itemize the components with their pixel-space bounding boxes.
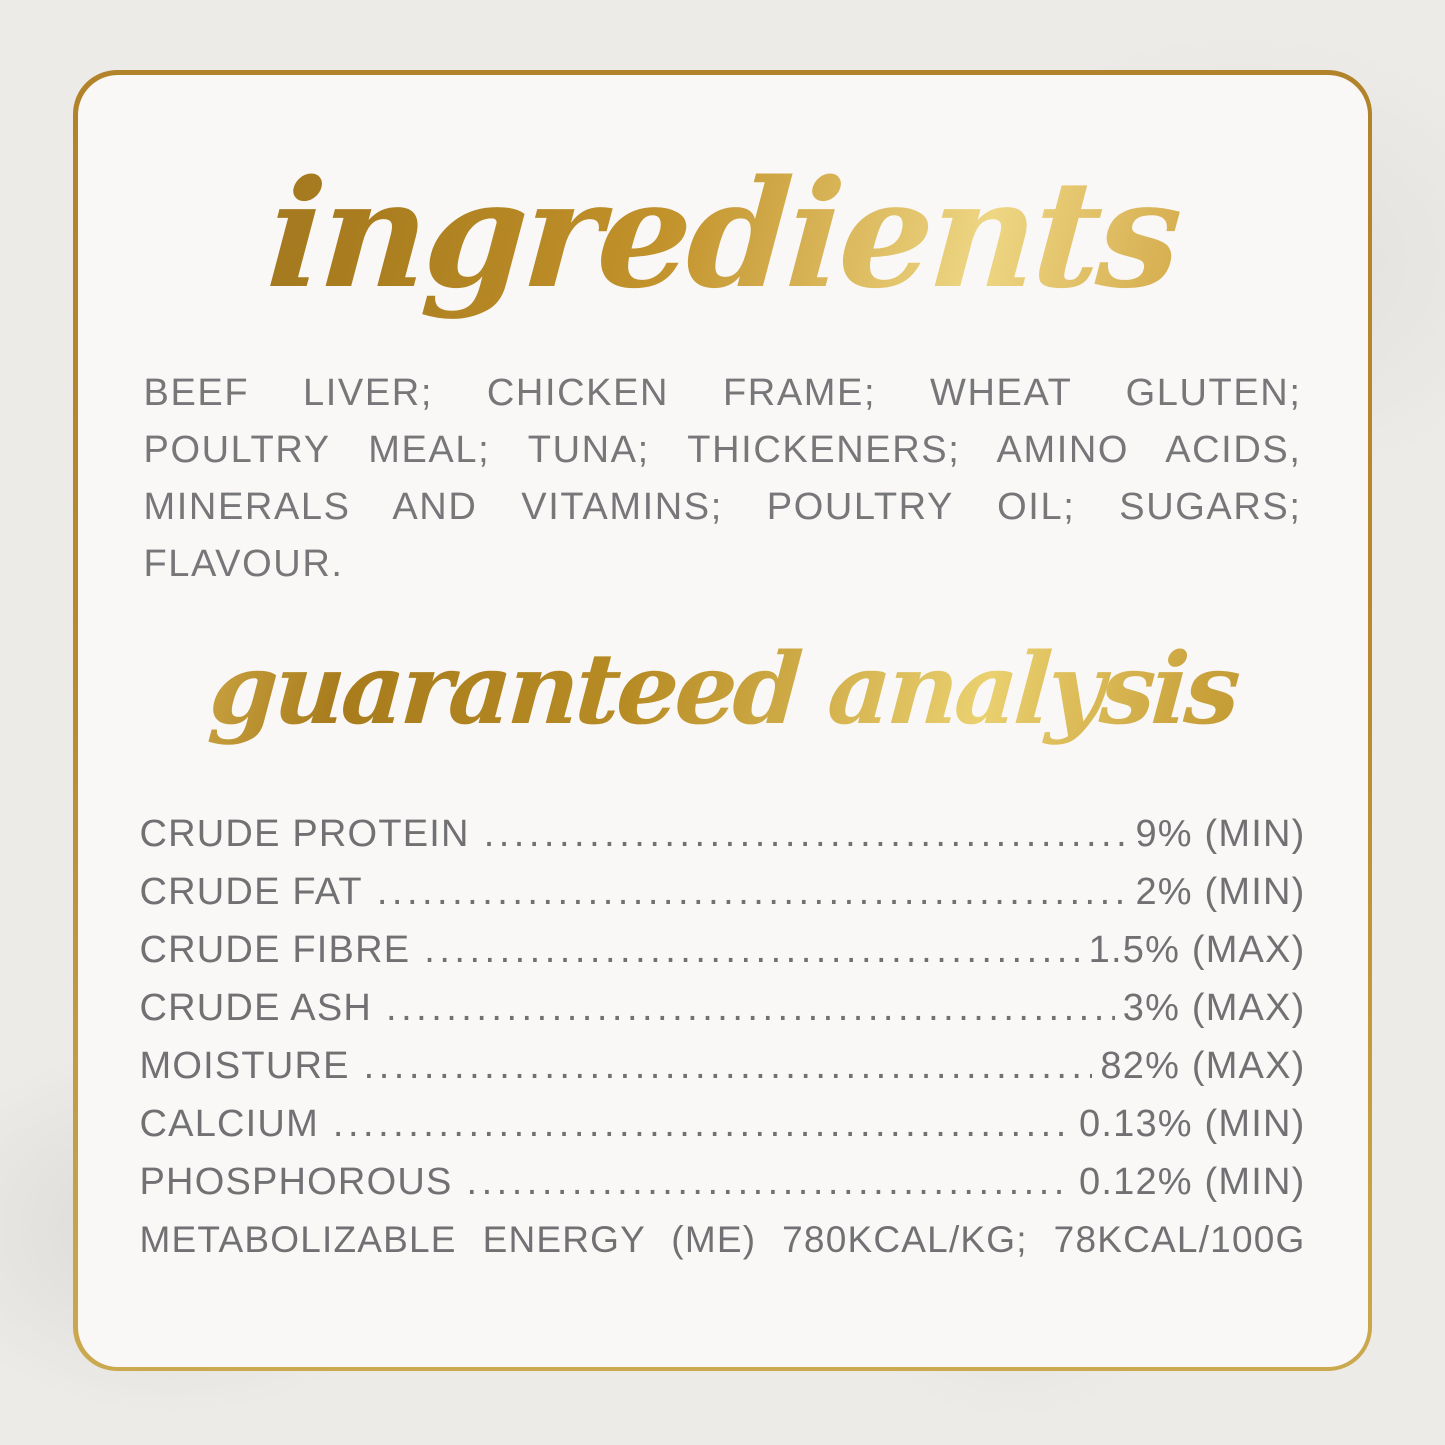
analysis-row-label: CRUDE PROTEIN [139,812,470,855]
analysis-row-label: CRUDE ASH [139,986,373,1029]
analysis-row-value: 0.13% (MIN) [1079,1102,1306,1145]
analysis-row: MOISTURE ...............................… [140,1037,1306,1095]
ingredients-list-text: BEEF LIVER; CHICKEN FRAME; WHEAT GLUTEN;… [143,371,1302,585]
guaranteed-analysis-title: guaranteed analysis [133,597,1312,783]
label-card: ingredients BEEF LIVER; CHICKEN FRAME; W… [77,74,1368,1367]
leader-dots: ........................................… [332,1102,1072,1145]
gold-border-frame: ingredients BEEF LIVER; CHICKEN FRAME; W… [73,70,1372,1371]
analysis-row-label: CRUDE FIBRE [139,928,411,971]
metabolizable-energy-row: METABOLIZABLE ENERGY (ME) 780KCAL/KG; 78… [139,1218,1306,1260]
ingredients-title: ingredients [132,123,1314,345]
analysis-row-value: 1.5% (MAX) [1088,928,1306,971]
analysis-row: CALCIUM ................................… [140,1095,1306,1153]
analysis-row-value: 82% (MAX) [1100,1044,1306,1087]
leader-dots: ........................................… [363,1044,1093,1087]
analysis-row: CRUDE FAT ..............................… [140,863,1306,921]
analysis-row-label: CRUDE FAT [139,870,363,913]
leader-dots: ........................................… [386,986,1115,1029]
leader-dots: ........................................… [466,1160,1072,1203]
leader-dots: ........................................… [376,870,1128,913]
leader-dots: ........................................… [483,812,1128,855]
analysis-row-value: 3% (MAX) [1122,986,1306,1029]
analysis-row-label: PHOSPHOROUS [139,1160,453,1203]
analysis-row-value: 9% (MIN) [1135,812,1306,855]
analysis-row: CRUDE ASH ..............................… [140,979,1306,1037]
analysis-row-label: CALCIUM [139,1102,319,1145]
analysis-row-label: MOISTURE [139,1044,350,1087]
analysis-table: CRUDE PROTEIN ..........................… [140,805,1306,1211]
analysis-row: CRUDE FIBRE ............................… [140,921,1306,979]
analysis-row-value: 2% (MIN) [1135,870,1306,913]
analysis-row-value: 0.12% (MIN) [1079,1160,1306,1203]
leader-dots: ........................................… [424,928,1080,971]
analysis-row: CRUDE PROTEIN ..........................… [140,805,1306,863]
analysis-row: PHOSPHOROUS ............................… [140,1153,1306,1211]
